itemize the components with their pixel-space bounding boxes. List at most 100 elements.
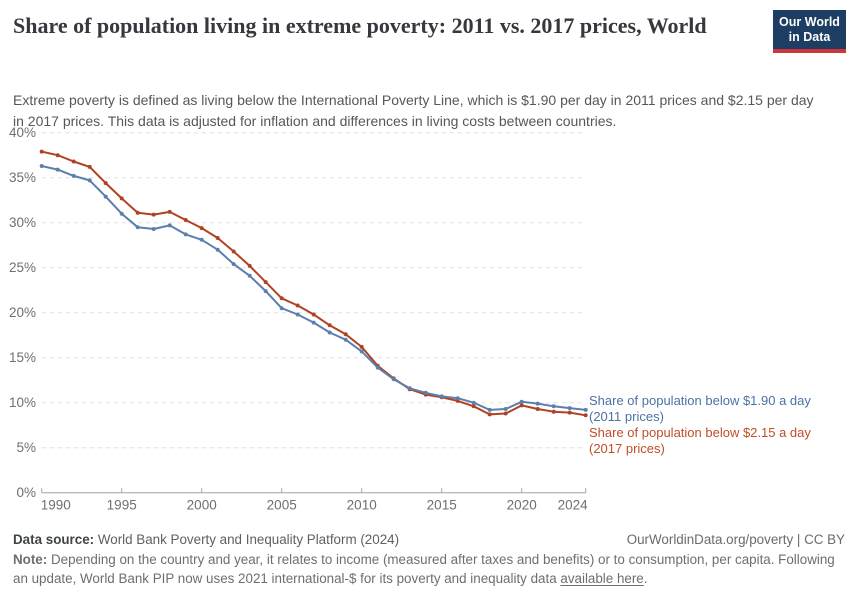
series-line-below-215-2017-prices[interactable] [41, 150, 586, 417]
data-point-below-190-2011-prices[interactable] [423, 390, 428, 395]
legend-label-2017-prices[interactable]: Share of population below $2.15 a day (2… [589, 425, 811, 456]
data-point-below-190-2011-prices[interactable] [135, 225, 140, 230]
data-point-below-215-2017-prices[interactable] [295, 303, 300, 308]
data-point-below-190-2011-prices[interactable] [391, 377, 396, 382]
data-point-below-215-2017-prices[interactable] [327, 323, 332, 328]
data-point-below-190-2011-prices[interactable] [471, 400, 476, 405]
data-point-below-190-2011-prices[interactable] [535, 401, 540, 406]
data-point-below-190-2011-prices[interactable] [199, 237, 204, 242]
data-source-line: Data source: World Bank Poverty and Ineq… [13, 531, 399, 548]
data-point-below-215-2017-prices[interactable] [519, 403, 524, 408]
data-point-below-190-2011-prices[interactable] [263, 289, 268, 294]
data-point-below-215-2017-prices[interactable] [103, 181, 108, 186]
data-source-label: Data source: [13, 532, 95, 547]
data-point-below-215-2017-prices[interactable] [55, 153, 60, 158]
owid-logo-line2: in Data [788, 30, 831, 44]
data-point-below-215-2017-prices[interactable] [503, 411, 508, 416]
x-tick-label: 2010 [347, 498, 377, 513]
y-tick-label: 10% [9, 395, 36, 410]
x-tick-label: 1995 [107, 498, 137, 513]
data-point-below-215-2017-prices[interactable] [551, 409, 556, 414]
data-point-below-190-2011-prices[interactable] [343, 337, 348, 342]
data-point-below-190-2011-prices[interactable] [167, 223, 172, 228]
data-point-below-215-2017-prices[interactable] [487, 412, 492, 417]
data-point-below-215-2017-prices[interactable] [343, 332, 348, 337]
y-tick-label: 35% [9, 170, 36, 185]
data-point-below-215-2017-prices[interactable] [39, 149, 44, 154]
data-point-below-190-2011-prices[interactable] [327, 330, 332, 335]
data-point-below-190-2011-prices[interactable] [487, 407, 492, 412]
data-point-below-215-2017-prices[interactable] [119, 196, 124, 201]
data-point-below-215-2017-prices[interactable] [311, 312, 316, 317]
x-tick-label: 2024 [558, 498, 589, 513]
data-point-below-190-2011-prices[interactable] [567, 406, 572, 411]
data-point-below-215-2017-prices[interactable] [247, 263, 252, 268]
data-point-below-190-2011-prices[interactable] [103, 194, 108, 199]
legend-label-2011-prices[interactable]: Share of population below $1.90 a day (2… [589, 393, 811, 424]
x-tick-label: 2020 [507, 498, 537, 513]
attribution-text: OurWorldinData.org/poverty | CC BY [626, 532, 845, 547]
legend-2017-line2: (2017 prices) [589, 440, 665, 456]
data-point-below-190-2011-prices[interactable] [583, 407, 588, 412]
data-point-below-215-2017-prices[interactable] [231, 249, 236, 254]
legend-2017-line1: Share of population below $2.15 a day [589, 425, 811, 440]
y-tick-label: 25% [9, 260, 36, 275]
data-point-below-190-2011-prices[interactable] [551, 404, 556, 409]
y-tick-label: 40% [9, 125, 36, 140]
data-point-below-190-2011-prices[interactable] [311, 320, 316, 325]
y-tick-label: 15% [9, 350, 36, 365]
data-point-below-215-2017-prices[interactable] [199, 226, 204, 231]
chart-subtitle: Extreme poverty is defined as living bel… [13, 92, 814, 129]
series-line-below-190-2011-prices[interactable] [41, 165, 586, 411]
footer-datasource-row: Data source: World Bank Poverty and Ineq… [13, 531, 845, 548]
y-tick-label: 5% [16, 440, 36, 455]
data-point-below-190-2011-prices[interactable] [119, 211, 124, 216]
data-point-below-215-2017-prices[interactable] [215, 236, 220, 240]
data-point-below-190-2011-prices[interactable] [71, 173, 76, 178]
data-point-below-215-2017-prices[interactable] [471, 404, 476, 409]
data-point-below-190-2011-prices[interactable] [279, 306, 284, 311]
available-here-link[interactable]: available here [560, 570, 644, 586]
data-point-below-215-2017-prices[interactable] [167, 209, 172, 214]
chart-title: Share of population living in extreme po… [13, 13, 707, 38]
owid-logo-line1: Our World [779, 15, 840, 29]
note-suffix: . [643, 570, 648, 586]
data-point-below-190-2011-prices[interactable] [39, 164, 44, 168]
data-point-below-190-2011-prices[interactable] [519, 399, 524, 404]
data-point-below-215-2017-prices[interactable] [359, 344, 364, 349]
data-point-below-190-2011-prices[interactable] [439, 394, 444, 399]
data-point-below-190-2011-prices[interactable] [503, 407, 508, 411]
data-point-below-215-2017-prices[interactable] [151, 212, 156, 217]
data-point-below-190-2011-prices[interactable] [247, 273, 252, 278]
data-point-below-190-2011-prices[interactable] [55, 167, 60, 172]
data-point-below-190-2011-prices[interactable] [215, 247, 220, 252]
note-label: Note: [13, 552, 48, 567]
data-point-below-190-2011-prices[interactable] [183, 232, 188, 237]
data-source-value: World Bank Poverty and Inequality Platfo… [97, 532, 400, 547]
data-point-below-190-2011-prices[interactable] [375, 365, 380, 370]
owid-logo[interactable]: Our World in Data [773, 10, 846, 53]
data-point-below-215-2017-prices[interactable] [535, 407, 540, 411]
y-tick-label: 0% [16, 485, 36, 500]
note-text: Depending on the country and year, it re… [13, 552, 835, 586]
data-point-below-215-2017-prices[interactable] [279, 296, 284, 301]
data-point-below-190-2011-prices[interactable] [151, 227, 156, 231]
x-tick-label: 2000 [187, 498, 217, 513]
data-point-below-215-2017-prices[interactable] [263, 280, 268, 285]
data-point-below-190-2011-prices[interactable] [87, 178, 92, 183]
data-point-below-215-2017-prices[interactable] [71, 159, 76, 164]
data-point-below-190-2011-prices[interactable] [407, 386, 412, 391]
data-point-below-190-2011-prices[interactable] [359, 349, 364, 354]
data-point-below-215-2017-prices[interactable] [183, 218, 188, 222]
data-point-below-190-2011-prices[interactable] [455, 396, 460, 401]
x-tick-label: 2005 [267, 498, 297, 513]
legend-2011-line1: Share of population below $1.90 a day [589, 393, 811, 408]
data-point-below-215-2017-prices[interactable] [567, 410, 572, 415]
data-point-below-190-2011-prices[interactable] [295, 312, 300, 317]
data-point-below-215-2017-prices[interactable] [135, 210, 140, 215]
data-point-below-215-2017-prices[interactable] [583, 413, 588, 418]
data-point-below-215-2017-prices[interactable] [87, 164, 92, 169]
data-point-below-190-2011-prices[interactable] [231, 262, 236, 267]
